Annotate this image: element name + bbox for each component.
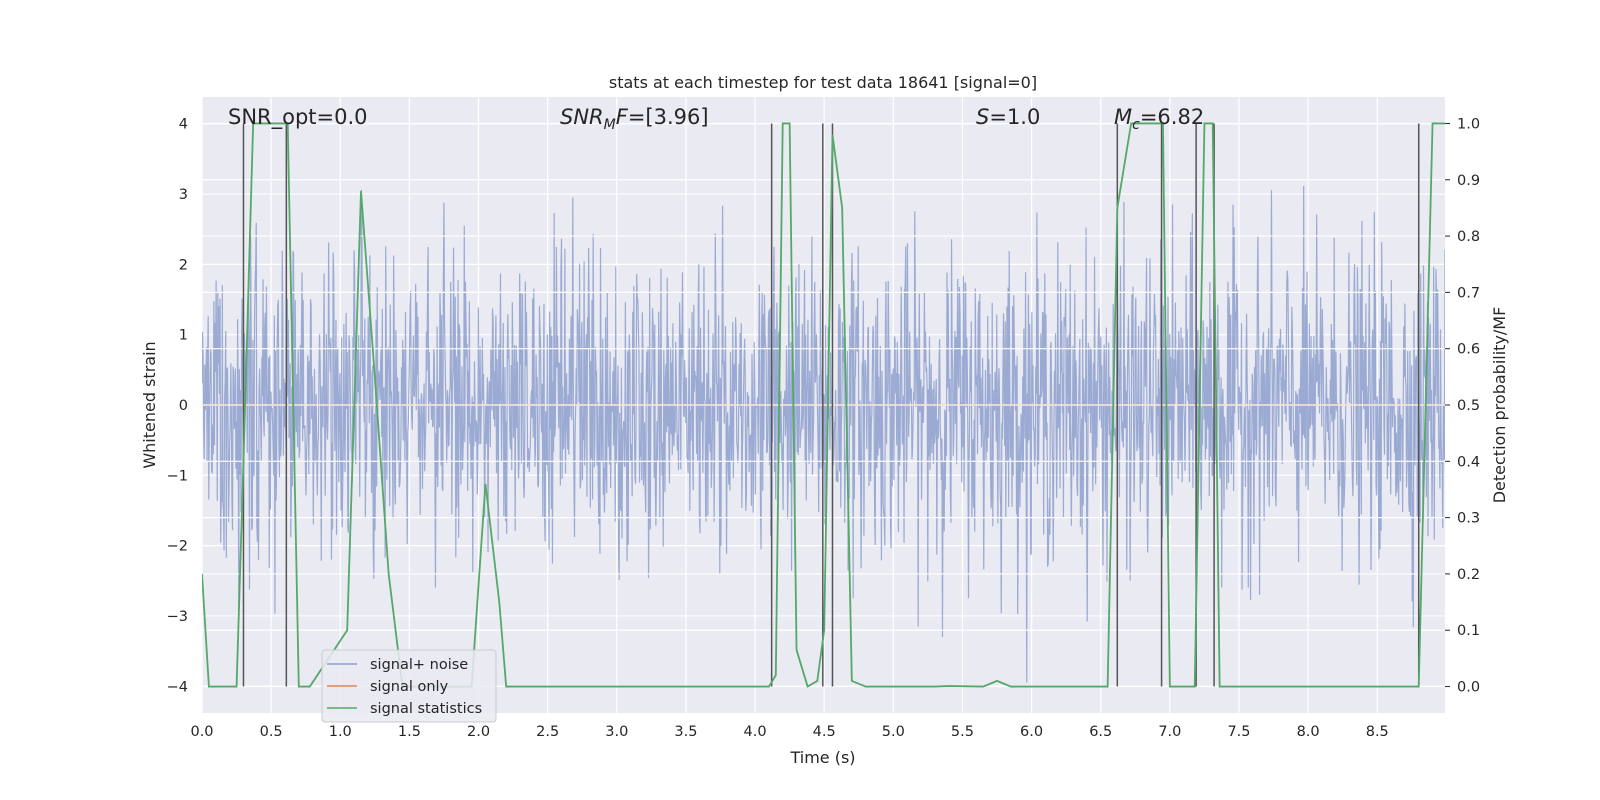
y-tick-label-right: 0.3 — [1457, 511, 1480, 527]
x-tick-label: 6.5 — [1089, 724, 1112, 740]
y-tick-label-left: 0 — [179, 398, 188, 414]
y-tick-label-right: 0.7 — [1457, 285, 1480, 301]
y-tick-label-right: 0.5 — [1457, 398, 1480, 414]
y-tick-label-left: 4 — [179, 117, 188, 133]
x-tick-label: 0.5 — [260, 724, 283, 740]
y-tick-label-right: 0.8 — [1457, 229, 1480, 245]
y-tick-label-right: 0.2 — [1457, 567, 1480, 583]
x-tick-label: 8.0 — [1297, 724, 1320, 740]
x-tick-label: 7.0 — [1158, 724, 1181, 740]
y-tick-label-left: 2 — [179, 257, 188, 273]
x-tick-label: 4.0 — [744, 724, 767, 740]
legend-label-signal-statistics: signal statistics — [370, 701, 482, 717]
x-tick-label: 0.0 — [190, 724, 213, 740]
s-symbol: S — [976, 105, 989, 129]
snr-mf-symbol: SNR — [560, 105, 604, 129]
series-signal-statistics — [202, 122, 1445, 688]
y-tick-label-right: 0.4 — [1457, 454, 1480, 470]
snr-mf-value-f: F — [616, 105, 629, 129]
x-tick-label: 5.0 — [882, 724, 905, 740]
x-tick-label: 1.5 — [398, 724, 421, 740]
y-tick-label-left: −3 — [167, 609, 188, 625]
x-tick-label: 2.5 — [536, 724, 559, 740]
x-tick-label: 2.0 — [467, 724, 490, 740]
y-tick-label-left: −1 — [167, 468, 188, 484]
annotation-s: S=1.0 — [976, 105, 1040, 129]
snr-mf-subscript: M — [604, 117, 616, 133]
y-axis-label-left: Whitened strain — [140, 341, 159, 468]
x-tick-label: 6.0 — [1020, 724, 1043, 740]
left-tick-labels: 4 3 2 1 0 −1 −2 −3 −4 — [167, 117, 188, 696]
legend-label-signal-only: signal only — [370, 679, 449, 695]
y-tick-label-right: 0.9 — [1457, 173, 1480, 189]
annotation-mc: Mc=6.82 — [1114, 105, 1204, 133]
x-tick-label: 7.5 — [1227, 724, 1250, 740]
x-tick-label: 4.5 — [813, 724, 836, 740]
y-tick-label-left: −2 — [167, 539, 188, 555]
mc-symbol: M — [1114, 105, 1132, 129]
y-tick-label-right: 0.1 — [1457, 623, 1480, 639]
legend-label-signal-noise: signal+ noise — [370, 657, 468, 673]
chart-title: stats at each timestep for test data 186… — [609, 73, 1037, 92]
x-tick-label: 8.5 — [1366, 724, 1389, 740]
x-tick-labels: 0.0 0.5 1.0 1.5 2.0 2.5 3.0 3.5 4.0 4.5 5.0 5.5 6.0 6… — [190, 724, 1388, 740]
x-tick-label: 5.5 — [951, 724, 974, 740]
y-tick-label-left: 3 — [179, 187, 188, 203]
y-tick-label-right: 1.0 — [1457, 116, 1480, 132]
s-value: =1.0 — [989, 105, 1040, 129]
x-tick-label: 3.5 — [674, 724, 697, 740]
statistics-series — [202, 122, 1445, 688]
vertical-markers — [242, 123, 1420, 687]
x-axis-label: Time (s) — [789, 748, 855, 767]
right-tick-labels: 1.0 0.9 0.8 0.7 0.6 0.5 0.4 0.3 0.2 0.1 0.0 — [1445, 116, 1480, 696]
x-tick-label: 1.0 — [329, 724, 352, 740]
y-tick-label-left: 1 — [179, 328, 188, 344]
legend: signal+ noise signal only signal statist… — [321, 649, 497, 723]
y-tick-label-left: −4 — [167, 679, 188, 695]
snr-mf-value: =[3.96] — [628, 105, 709, 129]
annotation-snr-opt: SNR_opt=0.0 — [228, 105, 368, 130]
mc-value: =6.82 — [1140, 105, 1204, 129]
y-tick-label-right: 0.0 — [1457, 680, 1480, 696]
mc-subscript: c — [1132, 117, 1140, 133]
x-tick-label: 3.0 — [605, 724, 628, 740]
y-axis-label-right: Detection probability/MF — [1490, 307, 1509, 504]
annotation-snr-mf: SNRMF=[3.96] — [560, 105, 709, 133]
legend-box — [321, 649, 497, 723]
y-tick-label-right: 0.6 — [1457, 342, 1480, 358]
